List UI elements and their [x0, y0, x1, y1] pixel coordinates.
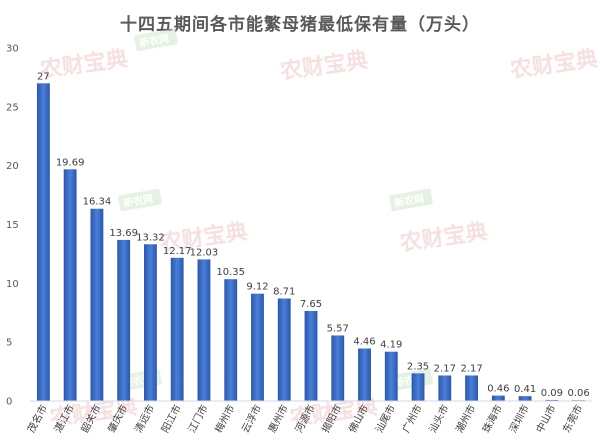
- bar-value-label: 13.32: [136, 232, 165, 243]
- bar-value-label: 27: [37, 71, 50, 82]
- bar-value-label: 5.57: [327, 323, 349, 334]
- x-tick-label: 茂名市: [24, 402, 50, 435]
- watermark-pink-1: 农财宝典: [38, 45, 130, 83]
- bar: [545, 399, 559, 401]
- bar: [117, 239, 131, 401]
- bar: [411, 373, 425, 401]
- bar-value-label: 2.17: [434, 363, 456, 374]
- x-tick-label: 梅州市: [212, 402, 238, 435]
- bar: [438, 375, 452, 401]
- bar: [518, 396, 532, 401]
- bar: [36, 83, 50, 402]
- bar: [144, 244, 157, 401]
- bar: [384, 351, 398, 401]
- bar: [358, 348, 371, 401]
- bar: [331, 335, 345, 401]
- bar-value-label: 16.34: [83, 197, 112, 208]
- bar: [197, 259, 211, 401]
- watermark-pink-3: 农财宝典: [508, 45, 600, 83]
- x-tick-label: 阳江市: [158, 402, 184, 435]
- chart-title: 十四五期间各市能繁母猪最低保有量（万头）: [120, 15, 480, 35]
- watermark-pink-2: 农财宝典: [278, 47, 370, 85]
- x-tick-label: 深圳市: [506, 402, 532, 435]
- watermark-green-1: 新农网: [134, 28, 178, 52]
- x-tick-label: 惠州市: [265, 402, 291, 435]
- bar-value-label: 19.69: [56, 157, 85, 168]
- bar: [170, 257, 184, 401]
- bar-value-label: 0.46: [487, 384, 509, 395]
- bar-value-label: 12.17: [163, 246, 192, 257]
- bar-value-label: 8.71: [273, 287, 295, 298]
- bar: [277, 298, 291, 401]
- y-tick-label: 25: [6, 102, 19, 113]
- x-tick-label: 云浮市: [239, 402, 265, 435]
- bar: [304, 310, 318, 401]
- bar-value-label: 2.35: [407, 361, 429, 372]
- bar-value-label: 0.41: [514, 384, 536, 395]
- x-tick-label: 珠海市: [479, 402, 505, 435]
- bar: [224, 279, 238, 401]
- bar: [63, 169, 77, 401]
- watermark-pink-5: 农财宝典: [397, 218, 489, 256]
- bar-value-label: 4.19: [380, 340, 402, 351]
- x-tick-label: 潮州市: [453, 402, 479, 435]
- bars-group: [36, 83, 586, 402]
- bar: [251, 293, 264, 401]
- bar: [90, 208, 104, 401]
- bar-value-label: 13.69: [109, 228, 138, 239]
- y-tick-label: 5: [6, 338, 12, 349]
- bar-value-label: 9.12: [246, 282, 268, 293]
- watermark-green-3: 新农网: [389, 188, 433, 212]
- y-tick-label: 0: [6, 397, 12, 408]
- x-tick-label: 中山市: [533, 402, 559, 435]
- y-tick-label: 10: [6, 279, 19, 290]
- watermark-green-2: 新农网: [118, 188, 162, 212]
- bar-value-label: 7.65: [300, 299, 322, 310]
- bar-value-label: 12.03: [190, 247, 219, 258]
- bar-value-label: 2.17: [460, 363, 482, 374]
- x-tick-label: 广州市: [399, 402, 425, 435]
- x-tick-label: 汕头市: [426, 402, 452, 435]
- y-tick-label: 30: [6, 44, 19, 55]
- x-tick-label: 东莞市: [560, 402, 586, 435]
- x-tick-label: 江门市: [185, 402, 211, 435]
- bar: [491, 395, 505, 401]
- bar-value-label: 10.35: [216, 267, 245, 278]
- y-axis: 0 5 10 15 20 25 30: [6, 44, 19, 408]
- bar-value-label: 0.06: [567, 388, 589, 399]
- y-tick-label: 15: [6, 220, 19, 231]
- y-tick-label: 20: [6, 161, 19, 172]
- bar: [465, 375, 478, 401]
- bar-value-label: 4.46: [353, 337, 375, 348]
- bar-value-label: 0.09: [541, 388, 563, 399]
